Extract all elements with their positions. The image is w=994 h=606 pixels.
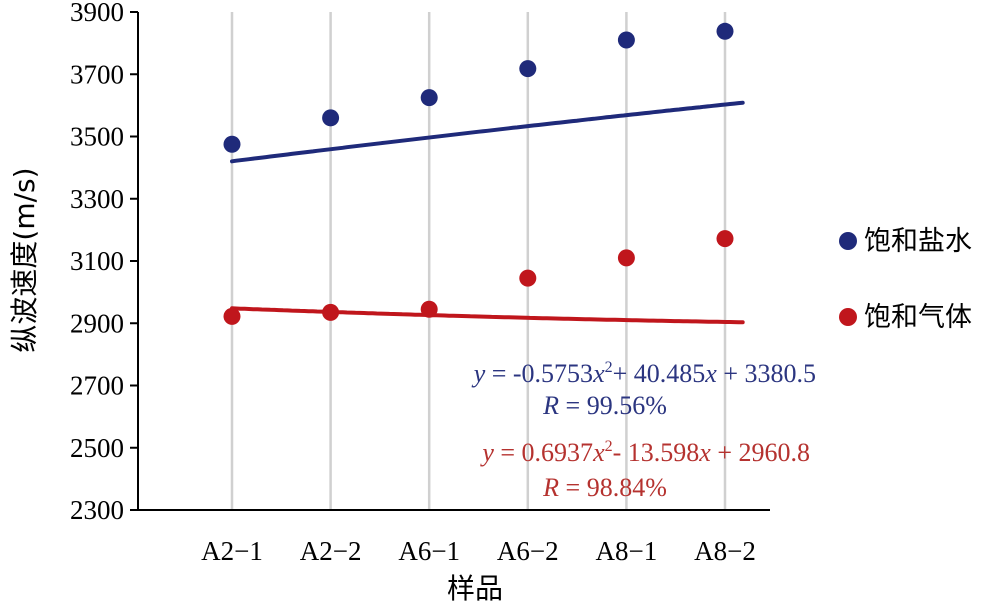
equation-brine-formula: y = -0.5753x2+ 40.485x + 3380.5 — [471, 359, 816, 388]
legend: 饱和盐水 饱和气体 — [839, 226, 972, 333]
x-tick-label: A2−2 — [300, 536, 362, 566]
data-point-gas — [223, 307, 241, 325]
data-point-brine — [716, 22, 734, 40]
equation-gas-formula: y = 0.6937x2- 13.598x + 2960.8 — [479, 438, 810, 467]
data-point-gas — [617, 249, 635, 267]
x-tick-label: A8−2 — [694, 536, 756, 566]
data-point-brine — [420, 89, 438, 107]
data-point-gas — [716, 230, 734, 248]
y-axis-title: 纵波速度(m/s) — [8, 167, 41, 352]
y-tick-label: 2500 — [70, 433, 124, 463]
data-point-brine — [617, 31, 635, 49]
equation-gas-r: R = 98.84% — [542, 473, 667, 502]
legend-label-brine: 饱和盐水 — [864, 226, 972, 257]
x-tick-label: A2−1 — [201, 536, 263, 566]
y-tick-label: 3500 — [70, 122, 124, 152]
data-point-gas — [322, 303, 340, 321]
x-tick-label: A6−1 — [398, 536, 460, 566]
fit-curve-brine — [230, 100, 745, 164]
y-tick-label: 2900 — [70, 308, 124, 338]
data-point-brine — [322, 109, 340, 127]
x-tick-label: A8−1 — [596, 536, 658, 566]
data-point-brine — [519, 60, 537, 78]
data-points — [223, 22, 734, 325]
equation-brine: y = -0.5753x2+ 40.485x + 3380.5 R = 99.5… — [471, 359, 816, 420]
y-tick-label: 2700 — [70, 371, 124, 401]
legend-label-gas: 饱和气体 — [864, 302, 972, 333]
y-tick-labels: 2300 2500 2700 2900 3100 3300 3500 3700 3900 — [70, 0, 138, 525]
y-tick-label: 3100 — [70, 246, 124, 276]
y-tick-label: 3900 — [70, 0, 124, 27]
legend-marker-gas — [839, 308, 857, 326]
gridlines — [230, 12, 727, 510]
fit-curve-gas — [230, 306, 745, 325]
x-tick-labels: A2−1 A2−2 A6−1 A6−2 A8−1 A8−2 — [201, 536, 756, 566]
data-point-brine — [223, 135, 241, 153]
x-axis-title: 样品 — [447, 572, 503, 605]
y-tick-label: 3300 — [70, 184, 124, 214]
data-point-gas — [519, 269, 537, 287]
y-tick-label: 3700 — [70, 59, 124, 89]
legend-marker-brine — [839, 232, 857, 250]
equation-brine-r: R = 99.56% — [542, 391, 667, 420]
x-tick-label: A6−2 — [497, 536, 559, 566]
fit-curves — [230, 100, 745, 325]
equation-gas: y = 0.6937x2- 13.598x + 2960.8 R = 98.84… — [479, 438, 810, 502]
y-tick-label: 2300 — [70, 495, 124, 525]
data-point-gas — [420, 300, 438, 318]
